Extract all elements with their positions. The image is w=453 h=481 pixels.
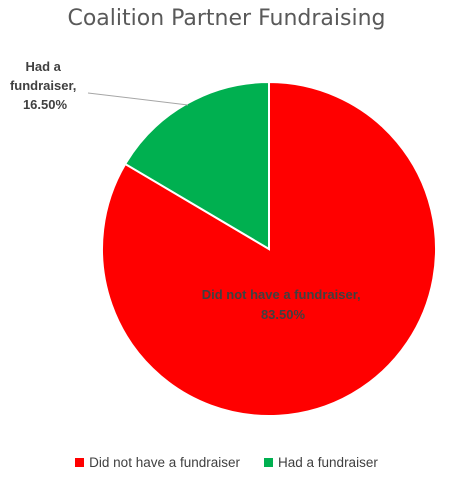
data-label-had-category-line2: fundraiser, <box>10 78 76 93</box>
legend-item-had[interactable]: Had a fundraiser <box>264 455 378 470</box>
legend-item-did-not-have[interactable]: Did not have a fundraiser <box>75 455 240 470</box>
legend: Did not have a fundraiser Had a fundrais… <box>0 452 453 472</box>
data-label-did-not-have-value: 83.50% <box>261 307 306 322</box>
data-label-had-value: 16.50% <box>23 97 68 112</box>
pie-slices <box>101 80 437 417</box>
data-label-had: Had a fundraiser, 16.50% <box>10 59 80 112</box>
legend-swatch-green <box>264 457 274 467</box>
leader-line <box>87 92 189 106</box>
data-label-did-not-have: Did not have a fundraiser, 83.50% <box>202 287 365 322</box>
chart-title: Coalition Partner Fundraising <box>67 6 386 31</box>
legend-label-had: Had a fundraiser <box>278 454 378 470</box>
legend-swatch-red <box>75 457 85 467</box>
pie-slice-had <box>123 80 270 251</box>
data-label-had-category-line1: Had a <box>25 59 61 74</box>
legend-label-did-not-have: Did not have a fundraiser <box>89 454 241 470</box>
data-label-did-not-have-category: Did not have a fundraiser, <box>202 287 361 302</box>
